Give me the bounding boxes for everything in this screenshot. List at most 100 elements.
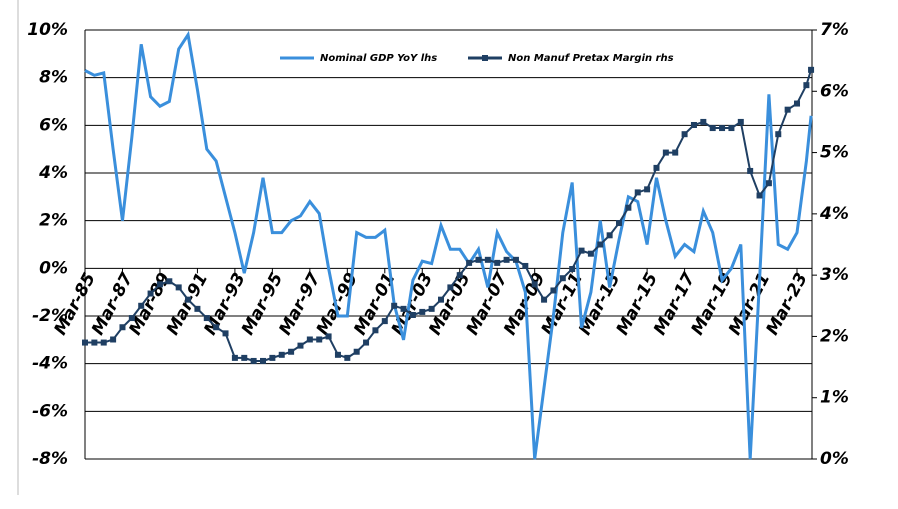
y2-tick-label: 1% bbox=[820, 388, 849, 408]
series-marker bbox=[728, 125, 735, 132]
y-tick-label: -6% bbox=[32, 401, 68, 421]
series-marker bbox=[719, 125, 726, 132]
series-marker bbox=[690, 121, 697, 128]
series-marker bbox=[794, 100, 801, 107]
series-marker bbox=[765, 180, 772, 187]
series-marker bbox=[541, 296, 548, 303]
y2-tick-label: 3% bbox=[820, 265, 849, 285]
series-marker bbox=[550, 287, 557, 294]
series-marker bbox=[625, 204, 632, 211]
series-marker bbox=[681, 131, 688, 138]
series-marker bbox=[185, 296, 192, 303]
series-marker bbox=[438, 296, 445, 303]
series-marker bbox=[512, 256, 519, 263]
series-marker bbox=[756, 192, 763, 199]
series-marker bbox=[634, 189, 641, 196]
series-marker bbox=[419, 308, 426, 315]
series-marker bbox=[428, 305, 435, 312]
series-marker bbox=[400, 305, 407, 312]
series-marker bbox=[662, 149, 669, 156]
y-tick-label: 0% bbox=[39, 258, 68, 278]
series-marker bbox=[222, 330, 229, 337]
series-marker bbox=[203, 315, 210, 322]
series-marker bbox=[672, 149, 679, 156]
series-marker bbox=[784, 106, 791, 113]
y-tick-label: -8% bbox=[32, 449, 68, 469]
series-marker bbox=[138, 302, 145, 309]
y2-tick-label: 5% bbox=[820, 143, 849, 163]
y2-tick-label: 2% bbox=[820, 326, 849, 346]
series-marker bbox=[587, 250, 594, 257]
series-marker bbox=[559, 275, 566, 282]
series-marker bbox=[325, 333, 332, 340]
series-marker bbox=[531, 281, 538, 288]
series-marker bbox=[91, 339, 98, 346]
y-tick-label: 10% bbox=[27, 20, 68, 40]
y2-tick-label: 0% bbox=[820, 449, 849, 469]
series-marker bbox=[175, 284, 182, 291]
series-marker bbox=[128, 315, 135, 322]
series-marker bbox=[213, 324, 220, 331]
series-marker bbox=[147, 290, 154, 297]
y2-tick-label: 4% bbox=[819, 204, 849, 224]
series-marker bbox=[700, 118, 707, 125]
series-marker bbox=[194, 305, 201, 312]
series-marker bbox=[503, 256, 510, 263]
series-marker bbox=[775, 131, 782, 138]
series-marker bbox=[466, 259, 473, 266]
series-marker bbox=[653, 164, 660, 171]
series-marker bbox=[316, 336, 323, 343]
series-marker bbox=[578, 247, 585, 254]
series-marker bbox=[278, 351, 285, 358]
series-marker bbox=[409, 311, 416, 318]
series-marker bbox=[297, 342, 304, 349]
series-marker bbox=[522, 262, 529, 269]
series-marker bbox=[156, 281, 163, 288]
series-marker bbox=[747, 167, 754, 174]
y-tick-label: 2% bbox=[39, 211, 68, 231]
series-marker bbox=[82, 339, 88, 346]
series-marker bbox=[808, 66, 815, 73]
y2-tick-label: 7% bbox=[820, 20, 849, 40]
series-line bbox=[84, 30, 813, 460]
y-tick-label: 8% bbox=[39, 68, 68, 88]
series-marker bbox=[250, 357, 257, 364]
series-marker bbox=[344, 354, 351, 361]
y-tick-label: 6% bbox=[39, 115, 68, 135]
series-marker bbox=[269, 354, 276, 361]
series-marker bbox=[597, 241, 604, 248]
series-marker bbox=[372, 327, 379, 334]
series-marker bbox=[119, 324, 126, 331]
series-marker bbox=[616, 220, 623, 227]
series-marker bbox=[353, 348, 360, 355]
series-marker bbox=[166, 278, 173, 285]
series-marker bbox=[363, 339, 370, 346]
legend-marker bbox=[482, 55, 488, 61]
series-marker bbox=[803, 82, 810, 89]
series-marker bbox=[381, 318, 388, 325]
y-tick-label: -2% bbox=[32, 306, 68, 326]
series-marker bbox=[100, 339, 107, 346]
series-marker bbox=[391, 302, 398, 309]
series-marker bbox=[447, 284, 454, 291]
series-marker bbox=[456, 272, 463, 279]
series-marker bbox=[737, 118, 744, 125]
series-marker bbox=[241, 354, 248, 361]
series-marker bbox=[569, 266, 576, 273]
series-marker bbox=[306, 336, 313, 343]
series-marker bbox=[709, 125, 716, 132]
series-marker bbox=[334, 351, 341, 358]
y-tick-label: -4% bbox=[32, 354, 68, 374]
legend-label: Nominal GDP YoY lhs bbox=[320, 53, 437, 64]
series-marker bbox=[231, 354, 238, 361]
series-marker bbox=[475, 256, 482, 263]
series-marker bbox=[494, 259, 501, 266]
legend-label: Non Manuf Pretax Margin rhs bbox=[508, 53, 674, 64]
series-marker bbox=[484, 256, 491, 263]
series-marker bbox=[606, 232, 613, 239]
series-marker bbox=[288, 348, 295, 355]
y2-tick-label: 6% bbox=[820, 81, 849, 101]
series-marker bbox=[110, 336, 117, 343]
y-tick-label: 4% bbox=[38, 163, 68, 183]
